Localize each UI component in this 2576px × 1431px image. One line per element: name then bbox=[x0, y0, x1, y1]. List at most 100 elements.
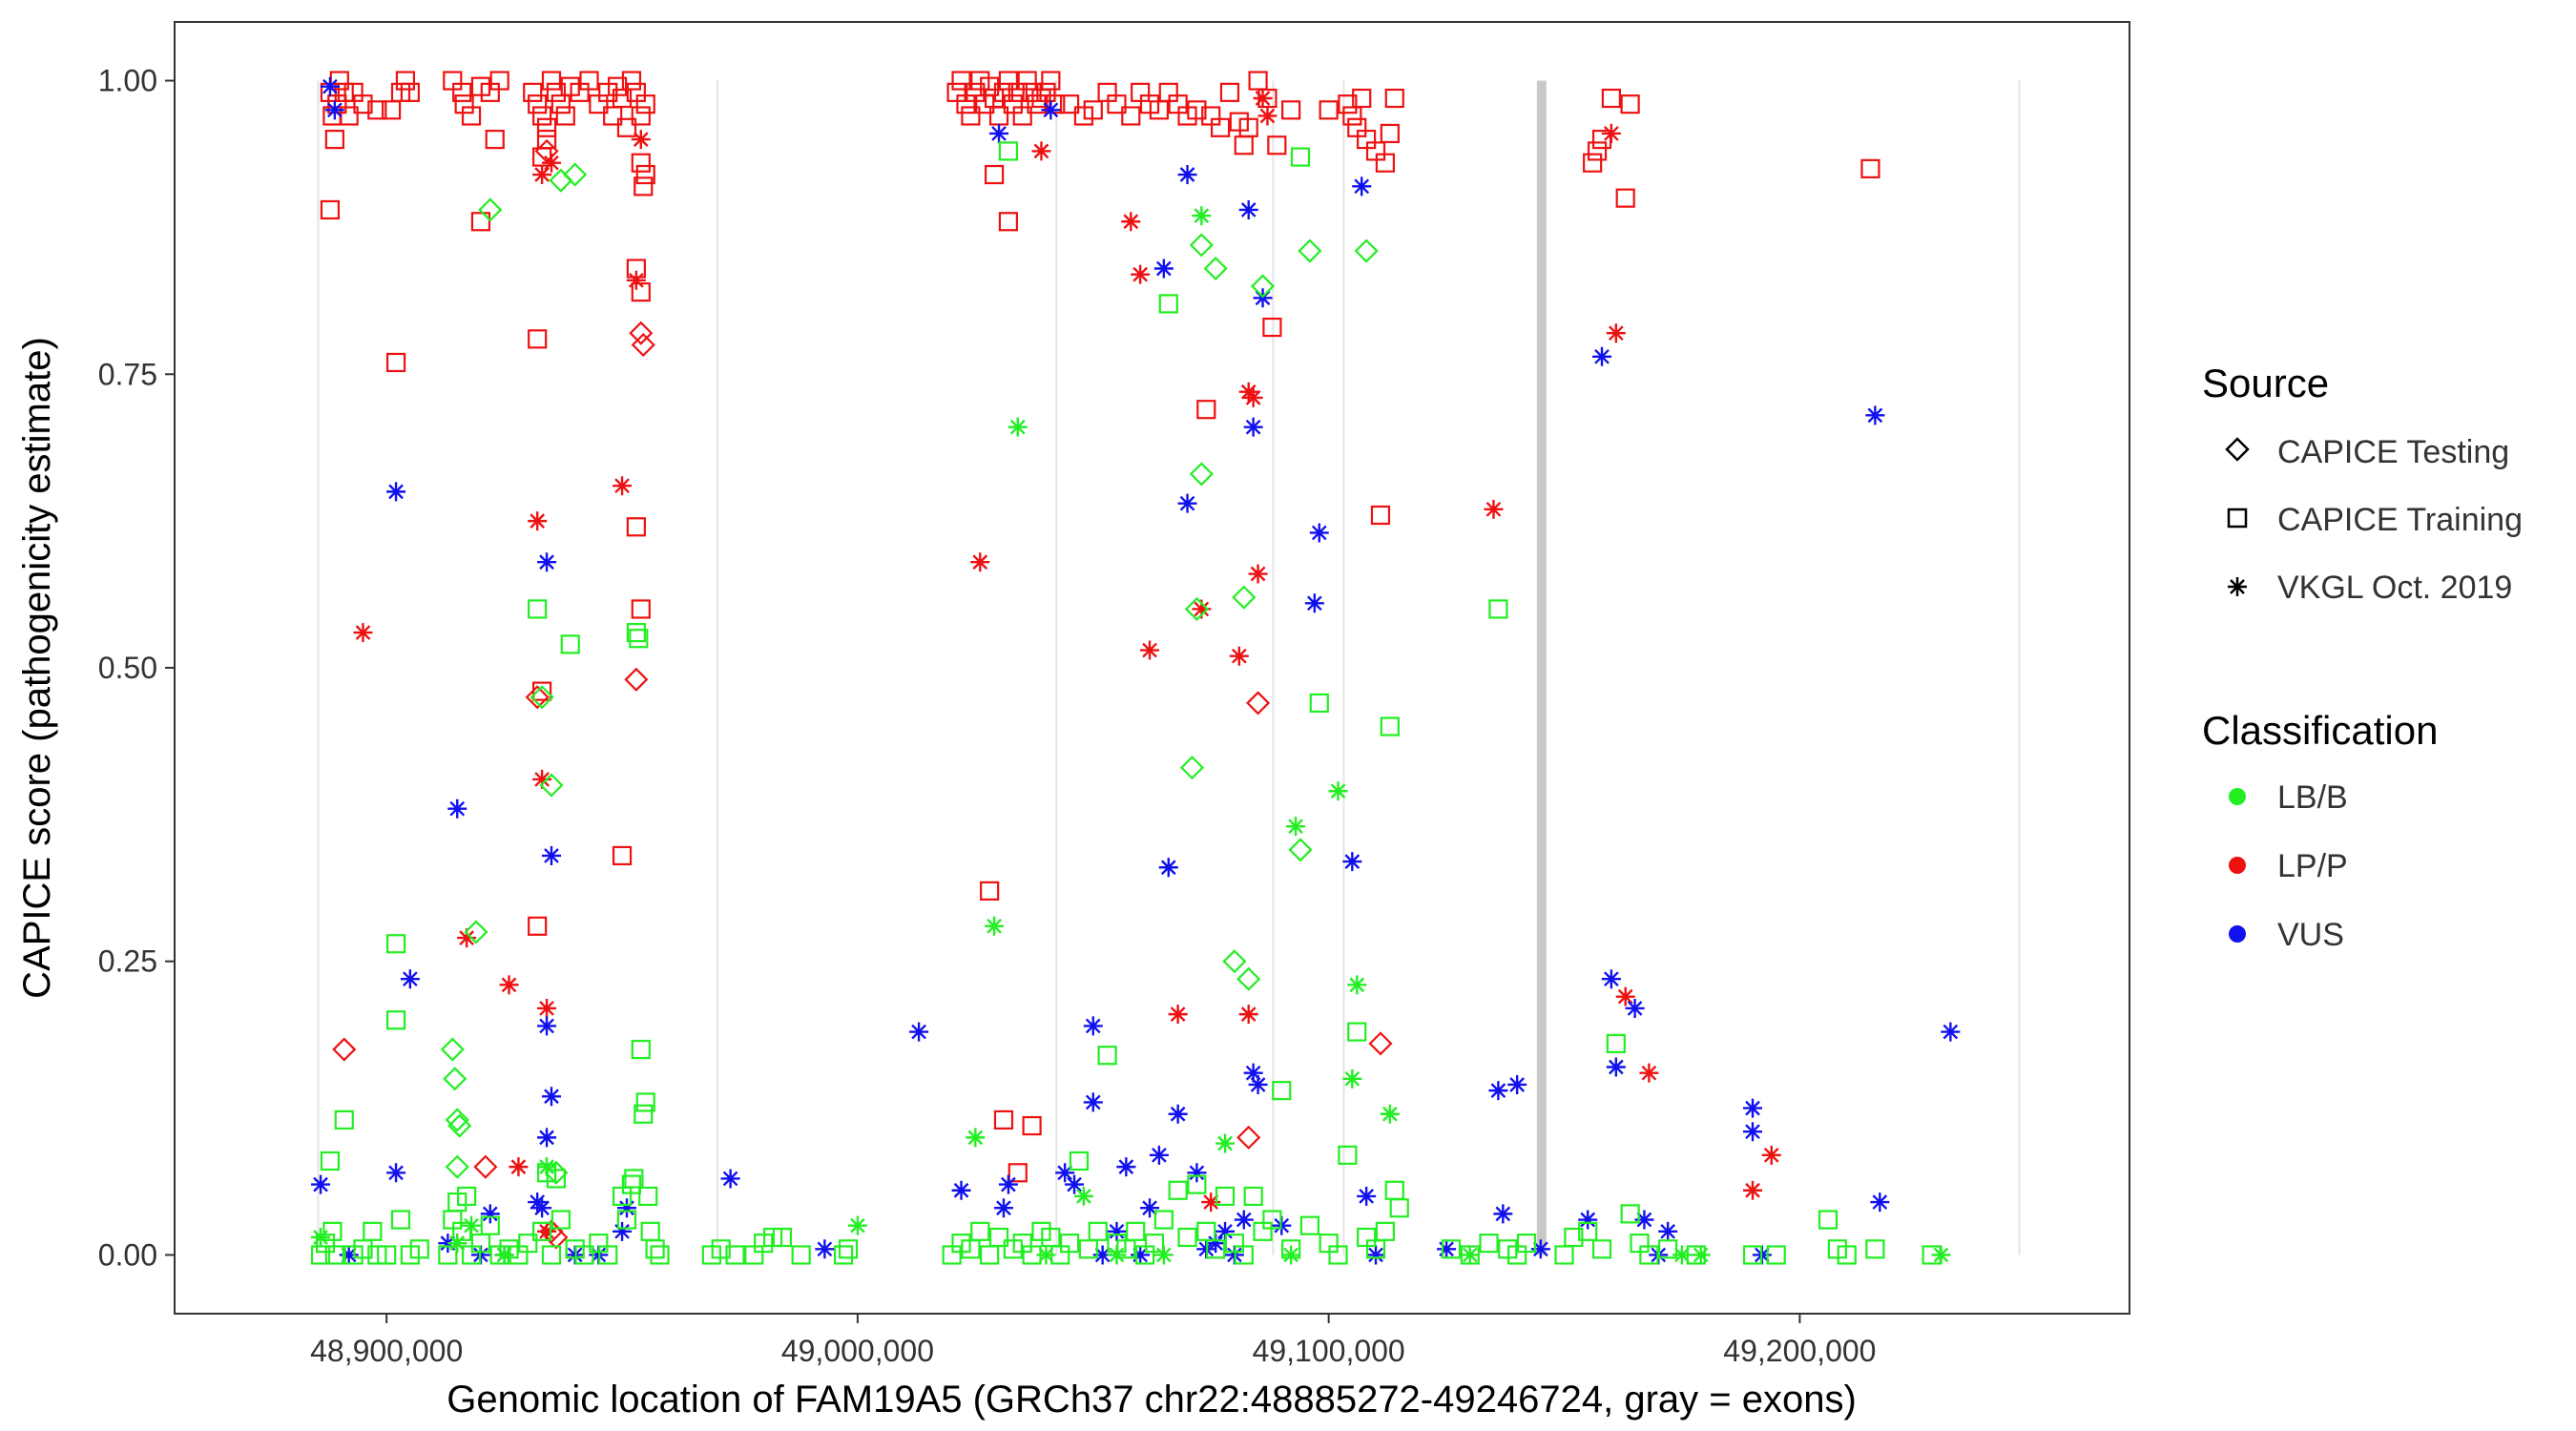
data-point bbox=[1168, 1005, 1188, 1025]
legend-source-label-testing: CAPICE Testing bbox=[2277, 434, 2509, 470]
data-point bbox=[1236, 966, 1261, 991]
data-point bbox=[579, 71, 599, 91]
data-point bbox=[385, 352, 406, 373]
data-point bbox=[1625, 998, 1645, 1018]
data-point bbox=[470, 212, 491, 232]
data-point bbox=[1097, 1046, 1117, 1066]
data-point bbox=[560, 634, 580, 654]
data-point bbox=[1672, 1245, 1692, 1265]
data-point bbox=[1304, 593, 1324, 613]
data-point bbox=[537, 1016, 557, 1036]
data-point bbox=[1493, 1204, 1513, 1224]
data-point bbox=[1055, 1163, 1075, 1183]
data-point bbox=[541, 1087, 561, 1107]
data-point bbox=[334, 1110, 354, 1130]
data-point bbox=[1248, 1074, 1268, 1094]
data-point bbox=[1017, 71, 1037, 91]
x-axis-title: Genomic location of FAM19A5 (GRCh37 chr2… bbox=[447, 1379, 1857, 1421]
data-point bbox=[320, 1151, 341, 1172]
data-point bbox=[634, 1104, 654, 1124]
data-point bbox=[1031, 141, 1051, 161]
data-point bbox=[1262, 1210, 1282, 1230]
data-point bbox=[1107, 1221, 1127, 1241]
data-point bbox=[1601, 969, 1621, 989]
data-point bbox=[980, 881, 1000, 901]
data-point bbox=[1743, 1180, 1763, 1200]
data-point bbox=[1865, 1239, 1885, 1259]
data-point bbox=[1591, 1239, 1612, 1259]
data-point bbox=[1380, 1104, 1400, 1124]
data-point bbox=[480, 1215, 500, 1235]
data-point bbox=[1352, 176, 1372, 197]
data-point bbox=[1281, 1245, 1301, 1265]
data-point bbox=[631, 130, 651, 150]
data-point bbox=[1601, 88, 1621, 109]
exon-line bbox=[1342, 80, 1345, 1255]
data-point bbox=[635, 94, 655, 114]
data-point bbox=[650, 1245, 670, 1265]
data-point bbox=[1153, 259, 1174, 279]
data-point bbox=[1389, 1198, 1409, 1218]
data-point bbox=[1215, 1133, 1236, 1153]
data-point bbox=[998, 212, 1019, 232]
data-point bbox=[1488, 599, 1508, 619]
data-point bbox=[523, 82, 543, 102]
data-point bbox=[1234, 1210, 1254, 1230]
data-point bbox=[1299, 1215, 1320, 1235]
data-point bbox=[400, 82, 420, 102]
data-point bbox=[1187, 1163, 1207, 1183]
data-point bbox=[532, 106, 552, 126]
data-point bbox=[1516, 1234, 1537, 1254]
data-point bbox=[1059, 1234, 1080, 1254]
data-point bbox=[1083, 1016, 1103, 1036]
data-point bbox=[631, 153, 651, 173]
data-point bbox=[1238, 199, 1258, 219]
data-point bbox=[462, 1215, 482, 1235]
data-point bbox=[1232, 585, 1257, 610]
data-point bbox=[1290, 147, 1311, 167]
exon-line bbox=[317, 80, 320, 1255]
data-point bbox=[1179, 756, 1205, 780]
data-point bbox=[1639, 1063, 1659, 1083]
data-point bbox=[1384, 1180, 1404, 1200]
data-point bbox=[1288, 838, 1313, 862]
data-point bbox=[725, 1245, 745, 1265]
data-point bbox=[461, 106, 482, 126]
data-point bbox=[645, 1239, 665, 1259]
data-point bbox=[1941, 1022, 1961, 1042]
data-point bbox=[534, 138, 559, 163]
data-point bbox=[1437, 1239, 1457, 1259]
data-point bbox=[1743, 1122, 1763, 1142]
data-point bbox=[528, 916, 548, 936]
data-point bbox=[1126, 1221, 1146, 1241]
data-point bbox=[1860, 158, 1880, 178]
data-point bbox=[438, 1245, 458, 1265]
legend-source-label-vkgl: VKGL Oct. 2019 bbox=[2277, 570, 2512, 606]
data-point bbox=[1210, 117, 1231, 137]
data-point bbox=[324, 1245, 344, 1265]
data-point bbox=[1615, 188, 1635, 208]
data-point bbox=[951, 1180, 971, 1200]
y-tick-label: 0.75 bbox=[98, 357, 157, 391]
data-point bbox=[332, 1037, 357, 1062]
data-point bbox=[457, 1186, 477, 1207]
data-point bbox=[1742, 1245, 1763, 1265]
data-point bbox=[1149, 1145, 1169, 1165]
legend-class-swatch-lpp bbox=[2229, 857, 2246, 874]
data-point bbox=[1272, 1081, 1292, 1101]
data-point bbox=[473, 1154, 498, 1179]
data-point bbox=[1121, 106, 1141, 126]
data-point bbox=[532, 769, 552, 789]
data-point bbox=[993, 1198, 1013, 1218]
data-point bbox=[549, 168, 573, 193]
legend-source-entry-vkgl: VKGL Oct. 2019 bbox=[2228, 570, 2512, 606]
data-point bbox=[1168, 1104, 1188, 1124]
data-point bbox=[1131, 1245, 1151, 1265]
data-point bbox=[1243, 417, 1263, 437]
data-point bbox=[537, 1221, 557, 1241]
exon-line bbox=[2018, 80, 2021, 1255]
data-point bbox=[1189, 462, 1214, 487]
data-point bbox=[385, 1010, 406, 1030]
data-point bbox=[791, 1245, 811, 1265]
data-point bbox=[530, 685, 554, 710]
